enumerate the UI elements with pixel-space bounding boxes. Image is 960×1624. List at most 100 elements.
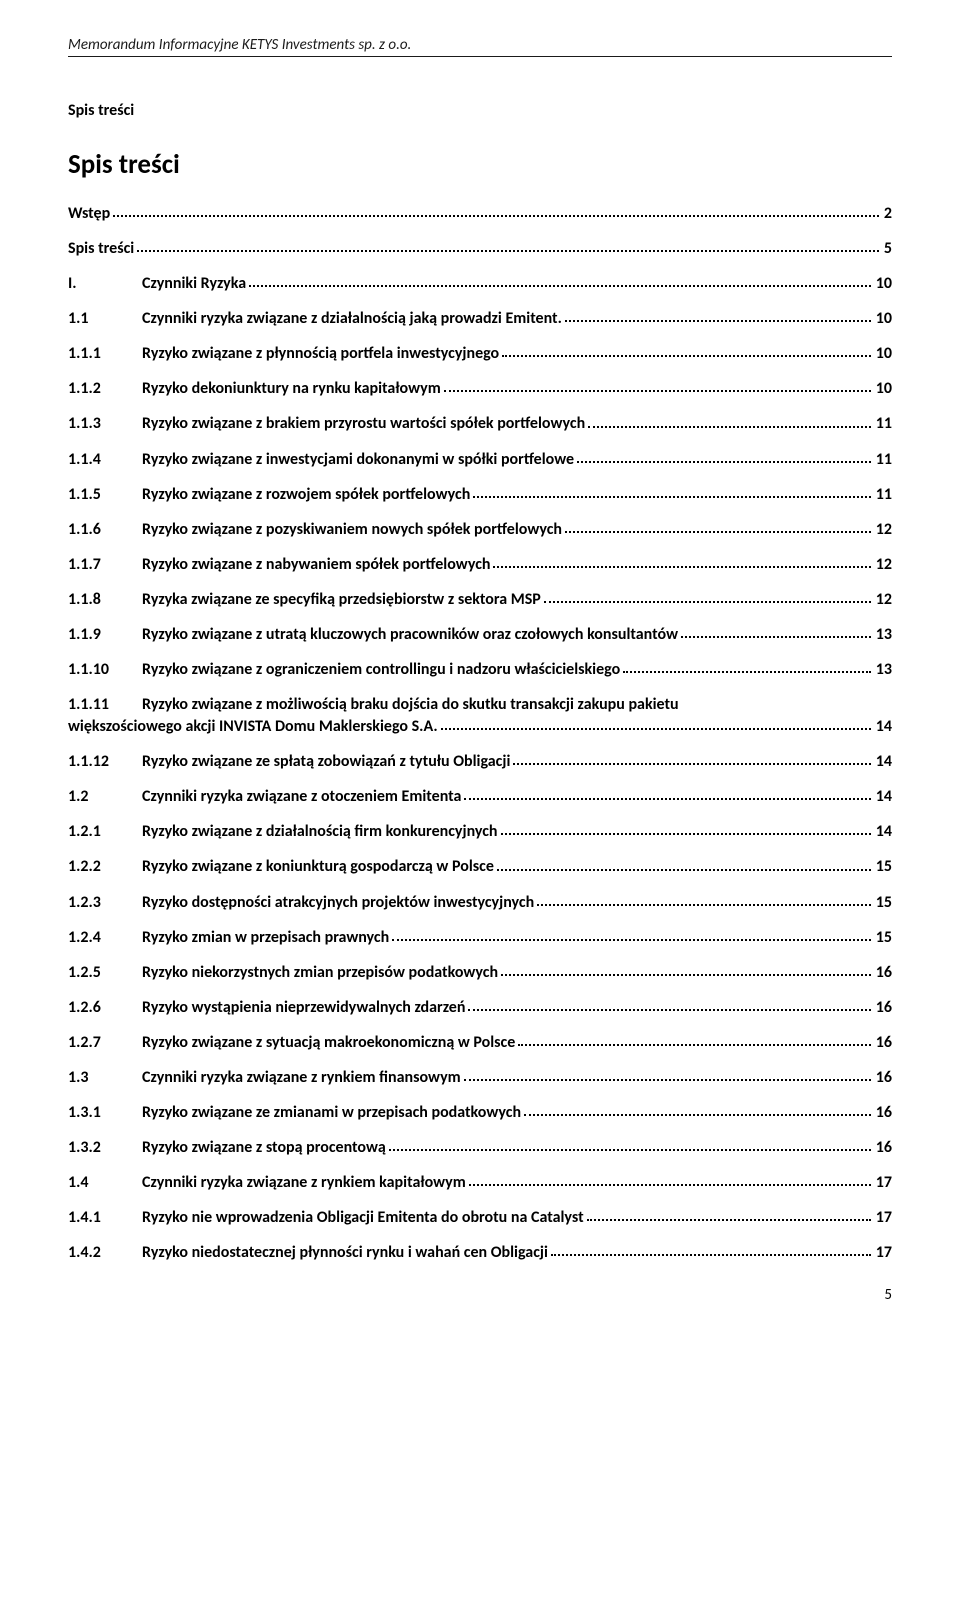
toc-text: Ryzyko związane z pozyskiwaniem nowych s… [142, 519, 562, 541]
toc-text: Ryzyko związane z ograniczeniem controll… [142, 659, 620, 681]
toc-dots [444, 390, 871, 392]
toc-entry: 1.2.5Ryzyko niekorzystnych zmian przepis… [68, 962, 892, 984]
toc-text: Ryzyko związane z sytuacją makroekonomic… [142, 1032, 515, 1054]
toc-dots [137, 250, 879, 252]
toc-dots [501, 974, 871, 976]
toc-entry: 1.1.1Ryzyko związane z płynnością portfe… [68, 343, 892, 365]
toc-text: Ryzyko związane z brakiem przyrostu wart… [142, 413, 585, 435]
toc-text: Czynniki ryzyka związane z rynkiem kapit… [142, 1172, 466, 1194]
toc-number: 1.1.4 [68, 449, 142, 471]
toc-page: 11 [874, 449, 892, 471]
toc-entry: 1.1.7Ryzyko związane z nabywaniem spółek… [68, 554, 892, 576]
toc-number: 1.4.1 [68, 1207, 142, 1229]
toc-dots [623, 671, 871, 673]
toc-number: 1.1.11 [68, 694, 142, 716]
toc-dots [537, 904, 871, 906]
toc-number: 1.1.5 [68, 484, 142, 506]
toc-page: 13 [874, 624, 892, 646]
toc-page: 14 [874, 716, 892, 738]
toc-text: Ryzyko dekoniunktury na rynku kapitałowy… [142, 378, 441, 400]
toc-dots [565, 320, 871, 322]
toc-number: 1.2.1 [68, 821, 142, 843]
toc-dots [681, 636, 871, 638]
toc-entry: 1.4.2Ryzyko niedostatecznej płynności ry… [68, 1242, 892, 1264]
toc-number: 1.2 [68, 786, 142, 808]
toc-entry: 1.1.5Ryzyko związane z rozwojem spółek p… [68, 484, 892, 506]
toc-dots [473, 496, 871, 498]
toc-text: Ryzyko związane z możliwością braku dojś… [142, 694, 892, 716]
toc-page: 5 [882, 238, 892, 260]
toc-container: Wstęp2Spis treści5I.Czynniki Ryzyka101.1… [68, 203, 892, 1264]
toc-page: 12 [874, 554, 892, 576]
section-label: Spis treści [68, 101, 892, 120]
toc-dots [588, 426, 871, 428]
toc-entry: 1.2.7Ryzyko związane z sytuacją makroeko… [68, 1032, 892, 1054]
toc-number: 1.1.12 [68, 751, 142, 773]
toc-number: I. [68, 273, 142, 295]
toc-number: 1.2.7 [68, 1032, 142, 1054]
toc-dots [469, 1184, 871, 1186]
toc-page: 2 [882, 203, 892, 225]
toc-number: 1.3 [68, 1067, 142, 1089]
toc-entry: 1.1.10Ryzyko związane z ograniczeniem co… [68, 659, 892, 681]
toc-page: 10 [874, 273, 892, 295]
toc-page: 10 [874, 308, 892, 330]
toc-text: Ryzyko wystąpienia nieprzewidywalnych zd… [142, 997, 465, 1019]
toc-text: Ryzyko niedostatecznej płynności rynku i… [142, 1242, 548, 1264]
toc-text: Ryzyko związane z płynnością portfela in… [142, 343, 499, 365]
toc-page: 16 [874, 962, 892, 984]
toc-number: 1.1 [68, 308, 142, 330]
toc-entry: 1.3.2Ryzyko związane z stopą procentową1… [68, 1137, 892, 1159]
toc-dots [392, 939, 871, 941]
toc-entry: 1.4Czynniki ryzyka związane z rynkiem ka… [68, 1172, 892, 1194]
toc-number: 1.3.1 [68, 1102, 142, 1124]
toc-entry: 1.2.6Ryzyko wystąpienia nieprzewidywalny… [68, 997, 892, 1019]
page-number: 5 [68, 1286, 892, 1304]
toc-text: Ryzyko związane z inwestycjami dokonanym… [142, 449, 574, 471]
toc-number: 1.2.6 [68, 997, 142, 1019]
toc-page: 14 [874, 786, 892, 808]
toc-page: 12 [874, 589, 892, 611]
toc-entry: 1.3.1Ryzyko związane ze zmianami w przep… [68, 1102, 892, 1124]
toc-page: 15 [874, 927, 892, 949]
toc-text: Czynniki Ryzyka [142, 273, 246, 295]
toc-entry: 1.2.4Ryzyko zmian w przepisach prawnych1… [68, 927, 892, 949]
toc-dots [249, 285, 871, 287]
toc-number: 1.2.5 [68, 962, 142, 984]
toc-number: 1.1.1 [68, 343, 142, 365]
toc-dots [468, 1009, 870, 1011]
toc-dots [464, 798, 870, 800]
toc-page: 12 [874, 519, 892, 541]
toc-entry: 1.1.12Ryzyko związane ze spłatą zobowiąz… [68, 751, 892, 773]
toc-dots [524, 1114, 871, 1116]
toc-text: większościowego akcji INVISTA Domu Makle… [68, 716, 438, 738]
toc-page: 17 [874, 1172, 892, 1194]
toc-text: Ryzyko niekorzystnych zmian przepisów po… [142, 962, 498, 984]
toc-dots [544, 601, 871, 603]
toc-entry: 1.1.9Ryzyko związane z utratą kluczowych… [68, 624, 892, 646]
toc-page: 16 [874, 1137, 892, 1159]
main-title: Spis treści [68, 148, 892, 181]
toc-number: 1.4 [68, 1172, 142, 1194]
toc-text: Ryzyko związane z nabywaniem spółek port… [142, 554, 490, 576]
toc-text: Ryzyko związane z utratą kluczowych prac… [142, 624, 678, 646]
toc-dots [441, 728, 871, 730]
toc-entry: 1.3Czynniki ryzyka związane z rynkiem fi… [68, 1067, 892, 1089]
toc-dots [502, 355, 871, 357]
toc-number: 1.1.10 [68, 659, 142, 681]
toc-page: 15 [874, 856, 892, 878]
toc-entry: 1.1.11Ryzyko związane z możliwością brak… [68, 694, 892, 738]
toc-page: 17 [874, 1242, 892, 1264]
toc-text: Ryzyko związane z koniunkturą gospodarcz… [142, 856, 494, 878]
toc-text: Czynniki ryzyka związane z rynkiem finan… [142, 1067, 461, 1089]
toc-page: 17 [874, 1207, 892, 1229]
toc-text: Wstęp [68, 203, 110, 225]
toc-entry: Wstęp 2 [68, 203, 892, 225]
toc-number: 1.1.6 [68, 519, 142, 541]
toc-page: 10 [874, 378, 892, 400]
toc-number: 1.1.7 [68, 554, 142, 576]
toc-dots [493, 566, 870, 568]
toc-entry: 1.1.3Ryzyko związane z brakiem przyrostu… [68, 413, 892, 435]
toc-page: 16 [874, 1032, 892, 1054]
toc-text: Ryzyko związane ze spłatą zobowiązań z t… [142, 751, 510, 773]
